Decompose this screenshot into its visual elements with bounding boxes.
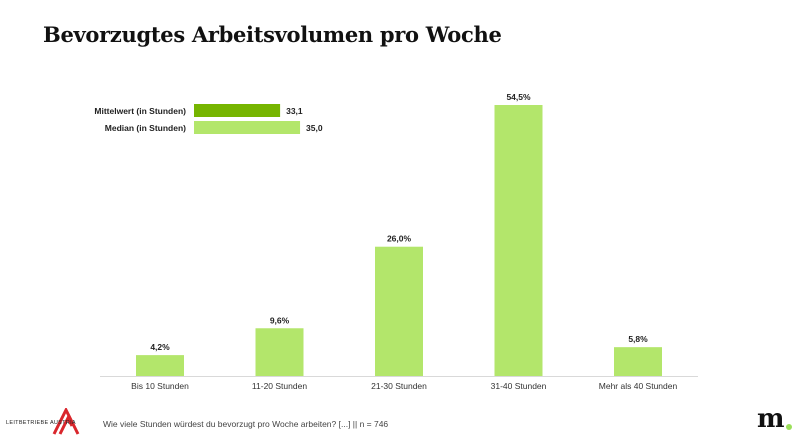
brand-logo-dot [786,424,792,430]
bar [136,355,184,376]
summary-value: 35,0 [306,123,323,133]
summary-label: Median (in Stunden) [105,123,186,133]
x-tick-label: Mehr als 40 Stunden [599,381,678,391]
bar [494,105,543,376]
data-label: 26,0% [387,234,412,244]
bar [614,347,662,376]
x-tick-label: 11-20 Stunden [252,381,307,391]
data-label: 5,8% [628,334,648,344]
data-label: 9,6% [270,315,290,325]
brand-logo: m [757,404,785,434]
summary-bar [194,121,301,134]
chart-title: Bevorzugtes Arbeitsvolumen pro Woche [43,22,502,47]
data-label: 54,5% [506,92,531,102]
x-tick-label: 31-40 Stunden [491,381,547,391]
leitbetriebe-logo: LEITBETRIEBE AUSTRIA [6,408,86,436]
summary-bar [194,104,281,117]
bar [255,328,304,376]
bar [375,246,423,376]
question-footnote: Wie viele Stunden würdest du bevorzugt p… [103,419,389,429]
summary-value: 33,1 [286,106,303,116]
summary-label: Mittelwert (in Stunden) [94,106,186,116]
data-label: 4,2% [150,342,170,352]
x-tick-label: 21-30 Stunden [371,381,427,391]
x-tick-label: Bis 10 Stunden [131,381,189,391]
